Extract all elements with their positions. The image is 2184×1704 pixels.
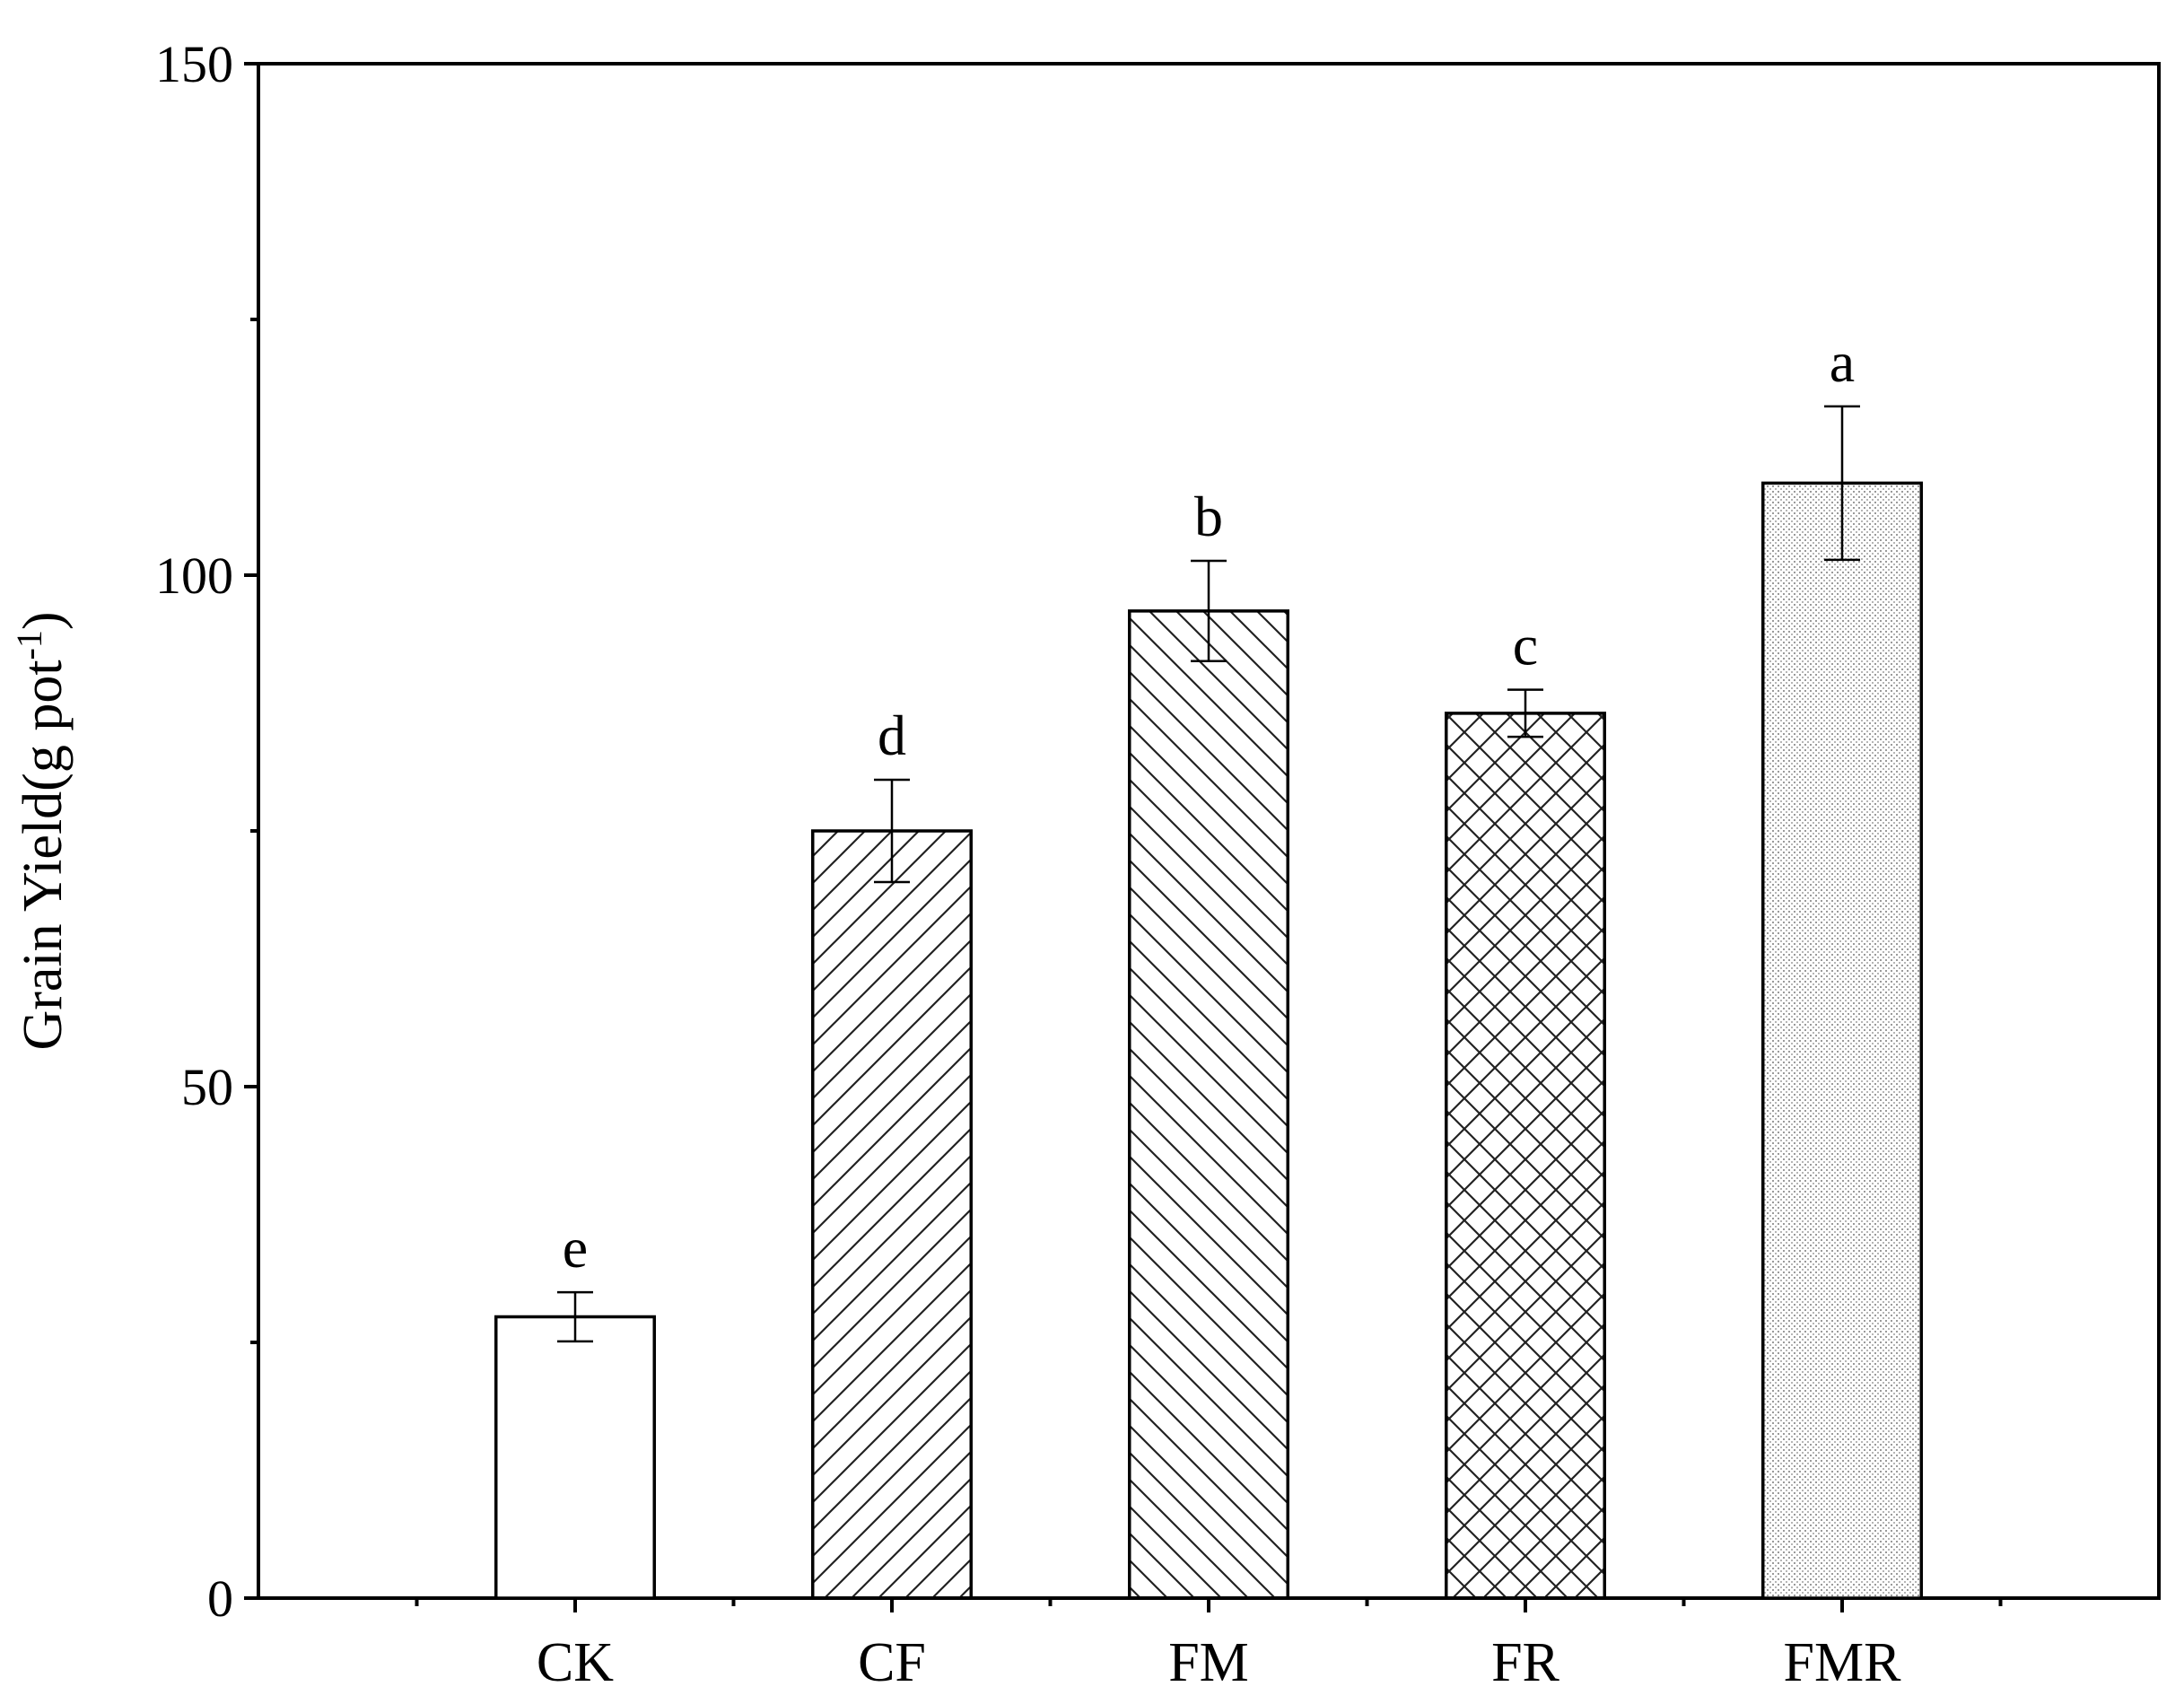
y-tick-label: 50 [181, 1058, 233, 1116]
significance-letter-fm: b [1194, 485, 1223, 548]
y-tick-label: 150 [155, 35, 233, 93]
significance-letter-ck: e [563, 1216, 588, 1280]
y-tick-label: 0 [207, 1569, 233, 1628]
y-axis-title: Grain Yield(g pot-1) [9, 611, 74, 1050]
bar-fr [1445, 712, 1606, 1600]
bar-ck [494, 1315, 656, 1600]
x-tick-label-fr: FR [1491, 1632, 1559, 1693]
x-tick-label-ck: CK [537, 1632, 614, 1693]
significance-letter-fmr: a [1830, 330, 1855, 394]
x-tick-label-fmr: FMR [1784, 1632, 1902, 1693]
y-axis-title-sup: -1 [9, 630, 49, 660]
x-tick-label-cf: CF [858, 1632, 926, 1693]
y-tick-label: 100 [155, 546, 233, 605]
x-axis-labels: CK CF FM FR FMR [537, 1632, 1901, 1693]
error-bars [557, 405, 1860, 1343]
significance-letter-fr: c [1513, 614, 1538, 677]
x-axis-ticks [415, 1598, 2003, 1612]
bar-series [494, 481, 1923, 1600]
bar-fmr [1761, 481, 1923, 1600]
y-axis-labels: 0 50 100 150 [155, 35, 233, 1628]
bar-fm [1128, 609, 1289, 1600]
y-axis-title-main: Grain Yield(g pot [13, 660, 74, 1050]
bar-cf [811, 829, 973, 1600]
y-axis-title-end: ) [13, 611, 74, 630]
significance-letters: e d b c a [563, 330, 1855, 1280]
significance-letter-cf: d [878, 703, 906, 767]
x-tick-label-fm: FM [1168, 1632, 1249, 1693]
y-axis-ticks [244, 62, 258, 1600]
